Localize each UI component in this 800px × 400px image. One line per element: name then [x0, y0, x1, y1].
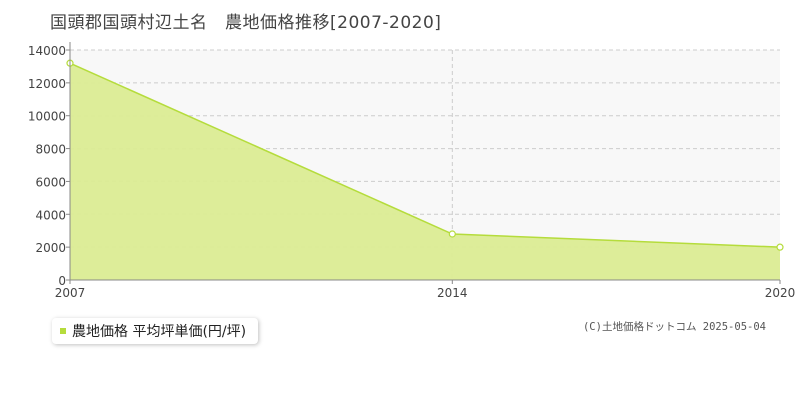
x-tick-label: 2014 [437, 286, 468, 300]
legend: 農地価格 平均坪単価(円/坪) [52, 318, 259, 344]
x-tick-label: 2020 [765, 286, 796, 300]
chart-title: 国頭郡国頭村辺土名 農地価格推移[2007-2020] [50, 13, 442, 33]
x-tick-label: 2007 [55, 286, 86, 300]
copyright-text: (C)土地価格ドットコム 2025-05-04 [582, 321, 766, 333]
legend-swatch [60, 328, 66, 334]
legend-label: 農地価格 平均坪単価(円/坪) [72, 324, 247, 340]
y-tick-label: 14000 [28, 44, 66, 58]
y-tick-label: 2000 [35, 241, 66, 255]
y-tick-label: 0 [58, 274, 66, 288]
y-tick-label: 8000 [35, 143, 66, 157]
y-tick-label: 12000 [28, 77, 66, 91]
series-area [70, 63, 780, 281]
data-point [776, 243, 784, 251]
data-point [448, 230, 456, 238]
y-tick-label: 6000 [35, 175, 66, 189]
y-tick-label: 10000 [28, 110, 66, 124]
y-tick-label: 4000 [35, 208, 66, 222]
